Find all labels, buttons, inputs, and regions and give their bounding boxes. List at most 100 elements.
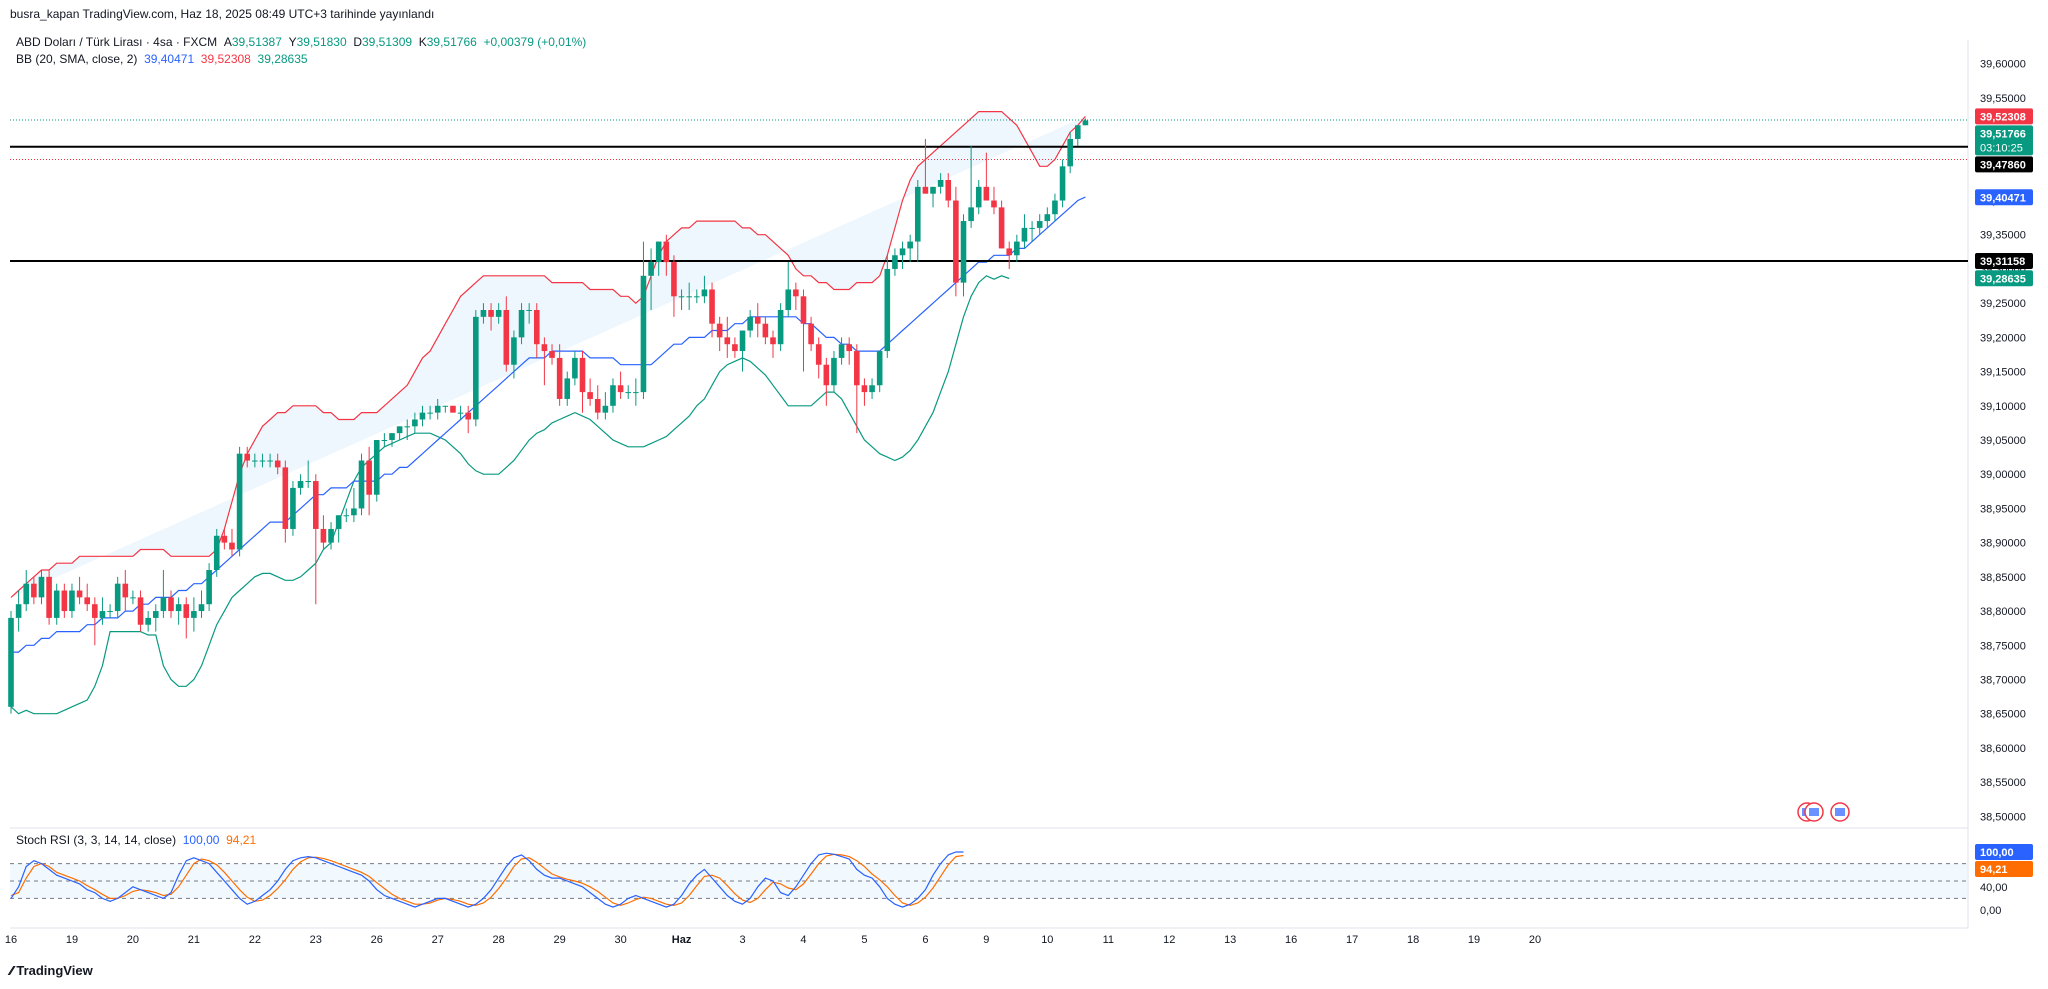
candle-body bbox=[686, 296, 692, 298]
candle-body bbox=[305, 481, 311, 483]
price-label-text: 39,31158 bbox=[1980, 256, 2025, 268]
candle-body bbox=[564, 378, 571, 399]
candle-body bbox=[846, 344, 852, 352]
bb-lower-line bbox=[10, 275, 1010, 715]
stoch-label-text: 94,21 bbox=[1980, 864, 2008, 876]
stoch-label-box bbox=[1975, 861, 2033, 877]
price-tick-label: 38,60000 bbox=[1980, 743, 2026, 755]
candle-body bbox=[511, 337, 517, 365]
time-tick-label: 21 bbox=[188, 934, 200, 946]
candle-body bbox=[640, 275, 647, 393]
symbol-name[interactable]: ABD Doları / Türk Lirası · 4sa · FXCM bbox=[16, 35, 218, 49]
candle-body bbox=[633, 392, 639, 394]
candle-body bbox=[1067, 138, 1073, 167]
candle-body bbox=[937, 180, 944, 187]
high-value: 39,51830 bbox=[296, 35, 347, 49]
stoch-d-value: 94,21 bbox=[226, 833, 257, 847]
candle-body bbox=[800, 296, 807, 324]
candle-body bbox=[526, 310, 532, 311]
candle-body bbox=[876, 351, 883, 386]
candle-body bbox=[335, 515, 342, 529]
candle-body bbox=[655, 241, 662, 263]
candle-body bbox=[450, 405, 456, 413]
time-tick-label: 16 bbox=[1285, 934, 1297, 946]
candle-body bbox=[1029, 227, 1035, 229]
time-tick-label: 10 bbox=[1041, 934, 1053, 946]
candle-body bbox=[671, 262, 677, 297]
candle-body bbox=[533, 310, 540, 345]
price-tick-label: 39,20000 bbox=[1980, 332, 2026, 344]
candle-body bbox=[457, 412, 464, 414]
stoch-tick-label: 40,00 bbox=[1980, 882, 2008, 894]
bb-basis-line bbox=[11, 196, 1086, 653]
price-label-text: 39,51766 bbox=[1980, 128, 2026, 140]
candle-body bbox=[168, 597, 174, 612]
candle-body bbox=[861, 385, 868, 393]
stoch-label[interactable]: Stoch RSI (3, 3, 14, 14, close) bbox=[16, 833, 177, 847]
price-tick-label: 38,65000 bbox=[1980, 709, 2026, 721]
candle-body bbox=[38, 576, 45, 598]
price-label-text: 39,52308 bbox=[1980, 111, 2026, 123]
time-tick-label: 3 bbox=[739, 934, 745, 946]
candle-body bbox=[945, 180, 952, 201]
price-tick-label: 38,95000 bbox=[1980, 503, 2026, 515]
candle-body bbox=[107, 611, 113, 613]
candle-body bbox=[732, 344, 738, 352]
stoch-label-box bbox=[1975, 844, 2033, 860]
candle-body bbox=[427, 412, 433, 414]
price-tick-label: 39,60000 bbox=[1980, 59, 2026, 71]
candle-body bbox=[122, 583, 129, 598]
candle-body bbox=[808, 323, 814, 345]
countdown-label: 03:10:25 bbox=[1980, 142, 2023, 154]
candle-body bbox=[236, 453, 243, 550]
stoch-k-line bbox=[10, 851, 964, 908]
time-tick-label: 4 bbox=[800, 934, 806, 946]
bb-label[interactable]: BB (20, SMA, close, 2) bbox=[16, 52, 138, 66]
candle-body bbox=[480, 310, 487, 317]
time-tick-label: 12 bbox=[1163, 934, 1175, 946]
candle-body bbox=[152, 611, 159, 618]
price-label-text: 39,28635 bbox=[1980, 273, 2026, 285]
price-label-box bbox=[1975, 108, 2033, 125]
publish-header: busra_kapan TradingView.com, Haz 18, 202… bbox=[10, 7, 435, 21]
open-label: A bbox=[223, 35, 232, 49]
stoch-d-line bbox=[10, 853, 964, 907]
candle-body bbox=[183, 604, 190, 618]
candle-body bbox=[61, 590, 68, 612]
stoch-legend: Stoch RSI (3, 3, 14, 14, close) 100,00 9… bbox=[16, 833, 256, 847]
price-label-text: 39,40471 bbox=[1980, 192, 2026, 204]
time-tick-label: 20 bbox=[1529, 934, 1541, 946]
candle-body bbox=[747, 316, 753, 331]
candle-body bbox=[274, 460, 281, 468]
high-label: Y bbox=[288, 35, 297, 49]
candle-body bbox=[1014, 241, 1020, 256]
time-tick-label: 18 bbox=[1407, 934, 1419, 946]
price-tick-label: 38,50000 bbox=[1980, 811, 2026, 823]
time-tick-label: 19 bbox=[1468, 934, 1480, 946]
candle-body bbox=[892, 255, 898, 269]
stoch-tick-label: 0,00 bbox=[1980, 905, 2001, 917]
candle-body bbox=[76, 590, 83, 598]
candle-body bbox=[953, 200, 959, 283]
time-tick-label: 16 bbox=[5, 934, 17, 946]
candle-body bbox=[343, 515, 350, 517]
candle-body bbox=[23, 583, 30, 605]
candle-body bbox=[84, 597, 90, 605]
candle-body bbox=[701, 289, 708, 297]
tradingview-logo[interactable]: ⁄⁄ TradingView bbox=[10, 963, 93, 978]
candle-body bbox=[777, 310, 784, 345]
candle-body bbox=[252, 460, 258, 462]
time-tick-label: 30 bbox=[614, 934, 626, 946]
candle-body bbox=[823, 364, 830, 386]
price-label-box bbox=[1975, 156, 2033, 173]
candle-body bbox=[15, 604, 22, 618]
candle-body bbox=[1052, 200, 1058, 215]
price-tick-label: 39,25000 bbox=[1980, 298, 2026, 310]
candle-body bbox=[328, 528, 334, 543]
candle-body bbox=[229, 542, 235, 550]
candle-body bbox=[998, 207, 1005, 249]
time-tick-label: 5 bbox=[861, 934, 867, 946]
price-tick-label: 39,55000 bbox=[1980, 93, 2026, 105]
candle-body bbox=[373, 440, 380, 495]
